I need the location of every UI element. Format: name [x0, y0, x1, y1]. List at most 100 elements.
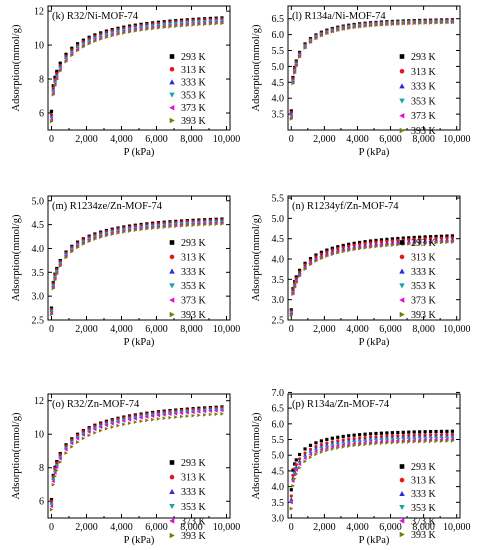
data-point: [439, 236, 444, 240]
data-point: [162, 412, 166, 417]
data-point: [385, 22, 389, 27]
legend-label: 353 K: [411, 96, 437, 107]
data-point: [53, 275, 57, 280]
legend-label: 393 K: [181, 531, 207, 542]
legend-marker: [169, 297, 175, 303]
legend-marker: [399, 112, 405, 119]
data-point: [336, 445, 340, 450]
legend-marker: [169, 104, 175, 111]
data-point: [352, 241, 356, 245]
data-point: [208, 412, 213, 417]
data-point: [390, 438, 394, 443]
data-point: [445, 240, 449, 245]
data-point: [174, 224, 178, 229]
data-point: [55, 69, 59, 73]
legend-marker: [399, 531, 405, 538]
data-point: [54, 465, 59, 469]
data-point: [87, 433, 92, 438]
data-point: [116, 420, 120, 425]
legend-marker: [399, 297, 405, 303]
data-point: [374, 244, 378, 249]
data-point: [434, 437, 438, 442]
legend-marker: [399, 268, 405, 274]
y-tick-label: 5.5: [272, 435, 285, 446]
x-tick-label: 8,000: [180, 324, 203, 335]
y-tick-label: 4.5: [272, 234, 285, 245]
data-point: [450, 20, 455, 25]
data-point: [396, 242, 400, 247]
data-point: [297, 457, 302, 461]
legend-label: 373 K: [411, 111, 437, 122]
data-point: [401, 236, 405, 240]
data-point: [64, 255, 68, 260]
data-point: [445, 20, 449, 25]
y-tick-label: 5.5: [272, 46, 285, 57]
data-point: [423, 237, 427, 241]
data-point: [289, 311, 294, 315]
data-point: [51, 84, 55, 88]
x-tick-label: 8,000: [180, 522, 203, 533]
x-tick-label: 4,000: [346, 134, 369, 145]
data-point: [407, 439, 411, 444]
data-point: [291, 468, 295, 472]
data-point: [368, 239, 373, 243]
data-point: [439, 234, 444, 238]
legend-label: 293 K: [411, 238, 437, 249]
data-point: [133, 420, 138, 425]
data-point: [336, 28, 340, 33]
data-point: [289, 114, 294, 118]
data-point: [49, 117, 54, 122]
data-point: [202, 19, 207, 24]
data-point: [294, 468, 298, 473]
y-tick-label: 6: [39, 497, 44, 508]
data-point: [214, 222, 219, 227]
y-tick-label: 3.5: [272, 498, 285, 509]
data-point: [358, 442, 362, 447]
data-point: [220, 411, 224, 416]
y-tick-label: 3.0: [32, 292, 45, 303]
data-point: [319, 450, 324, 454]
data-point: [352, 443, 357, 448]
data-point: [54, 464, 59, 468]
data-point: [324, 446, 329, 450]
data-point: [151, 226, 155, 231]
data-point: [81, 433, 85, 437]
data-point: [308, 443, 313, 447]
data-point: [122, 230, 126, 234]
data-point: [297, 462, 302, 467]
chart-title: (o) R32/Zn-MOF-74: [52, 399, 140, 410]
legend-label: 353 K: [181, 281, 207, 292]
data-point: [173, 411, 178, 416]
legend-label: 373 K: [181, 296, 207, 307]
data-point: [445, 437, 449, 442]
data-point: [49, 309, 54, 314]
y-axis-label: Adsorption(mmol/g): [11, 24, 22, 111]
data-point: [144, 24, 149, 29]
data-point: [297, 55, 302, 59]
data-point: [81, 42, 86, 46]
legend-marker: [399, 240, 405, 245]
legend-marker: [399, 518, 405, 524]
x-tick-label: 10,000: [213, 324, 241, 335]
data-point: [191, 413, 195, 418]
data-point: [121, 419, 126, 423]
data-point: [58, 460, 63, 464]
data-point: [294, 472, 299, 476]
data-point: [64, 446, 68, 451]
data-point: [412, 21, 417, 26]
x-tick-label: 0: [49, 522, 54, 533]
data-point: [220, 221, 224, 226]
chart-title: (n) R1234yf/Zn-MOF-74: [292, 201, 399, 212]
data-point: [150, 24, 155, 28]
data-point: [168, 24, 172, 29]
x-tick-label: 4,000: [346, 522, 369, 533]
data-point: [303, 456, 307, 461]
data-point: [110, 232, 115, 237]
data-point: [396, 440, 400, 445]
data-point: [434, 436, 438, 440]
data-point: [324, 445, 329, 449]
data-point: [179, 414, 184, 419]
data-point: [214, 19, 219, 23]
data-point: [396, 430, 400, 435]
chart-panel: 0 2,000 4,000 6,000 8,000 10,000 3.5 4.0 4.5 5.0 5…: [251, 5, 470, 158]
